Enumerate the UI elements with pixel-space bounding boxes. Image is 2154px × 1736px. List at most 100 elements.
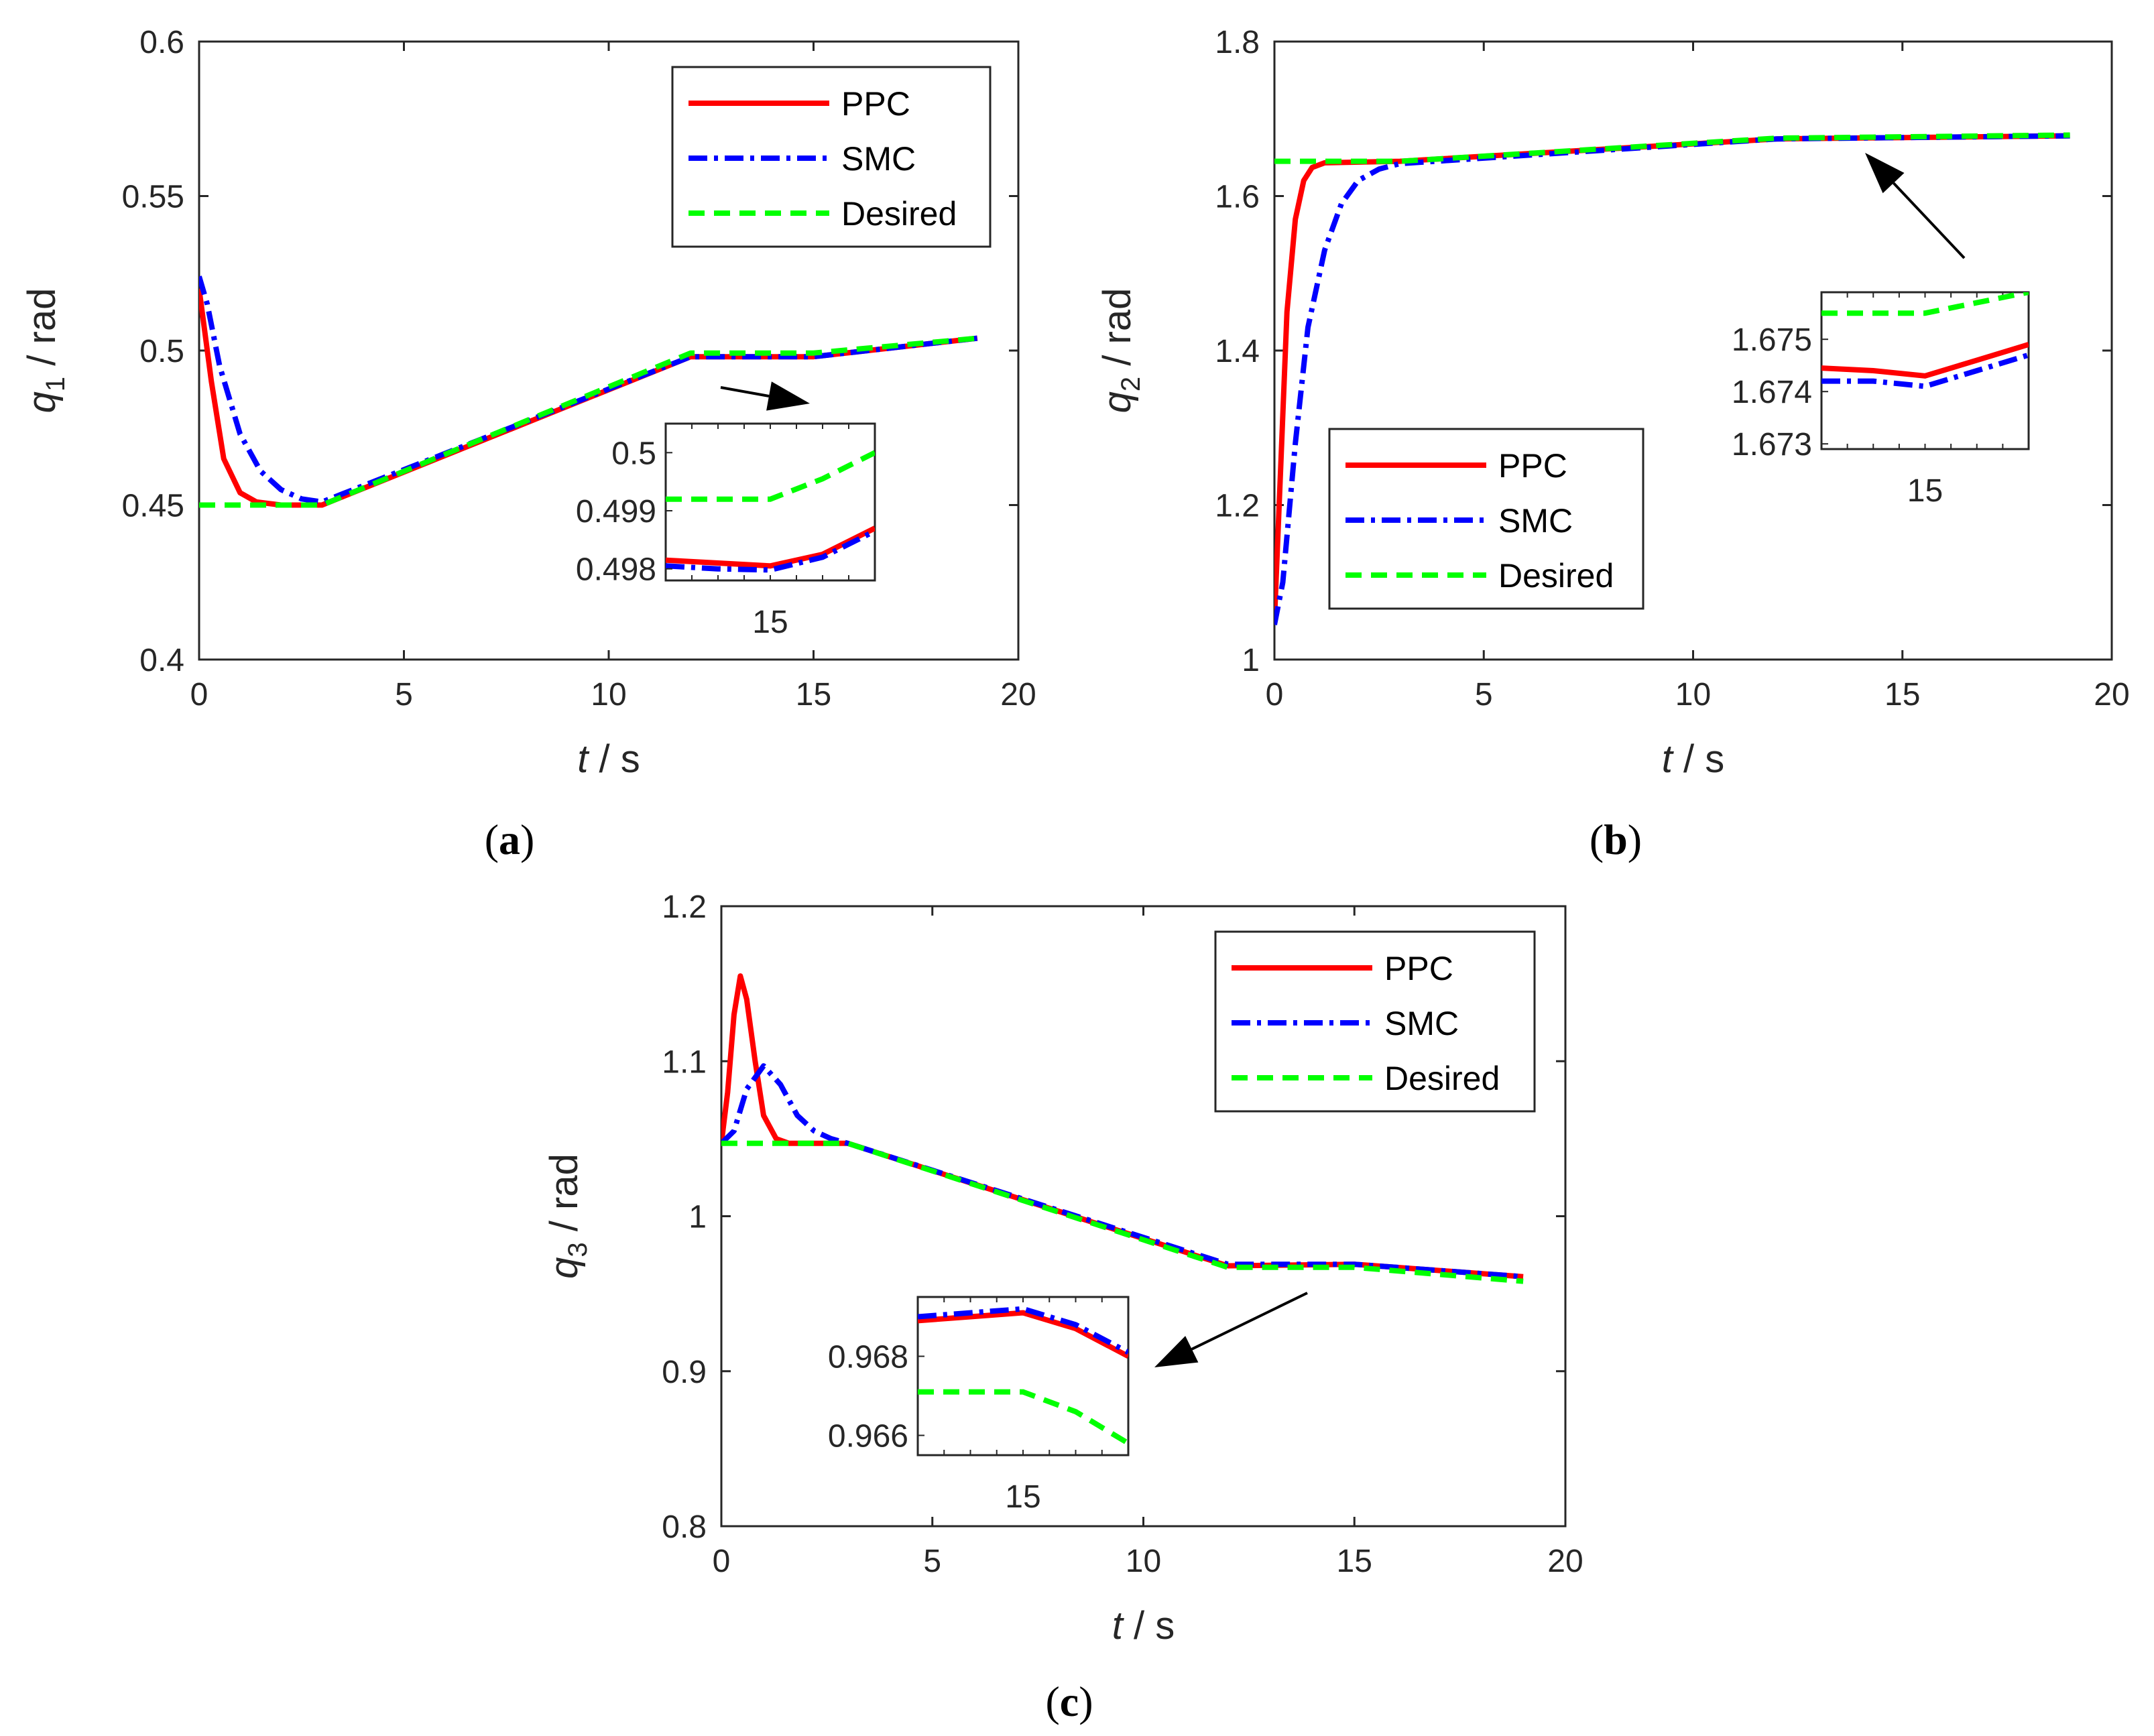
inset-series-ppc [666,525,875,569]
x-tick-label: 5 [923,1544,941,1579]
x-axis-label-unit: / s [1123,1604,1175,1648]
y-tick-label: 1.8 [1215,25,1260,60]
x-tick-label: 20 [1000,677,1036,712]
y-axis-label-subscript: 1 [41,377,70,391]
legend: PPC SMC Desired [1214,930,1536,1113]
y-tick-label: 0.4 [139,643,184,678]
legend-label-ppc: PPC [1384,950,1453,987]
x-axis-label: t / s [1112,1604,1175,1648]
zoom-arrow [720,381,810,411]
arrow-head [1865,153,1905,194]
x-axis-label-var: t [1662,737,1675,781]
x-tick-label: 0 [1266,677,1284,712]
legend: PPC SMC Desired [671,66,992,248]
y-axis-label-var: q [1095,391,1139,413]
y-tick-label: 0.9 [662,1355,707,1390]
inset-series-desired [918,1389,1128,1446]
inset-y-tick-label: 0.968 [828,1340,908,1375]
x-tick-label: 10 [591,677,626,712]
inset-y-tick-label: 0.498 [576,552,656,588]
inset-series-desired [666,450,875,502]
x-tick-label: 5 [395,677,413,712]
x-tick-label: 5 [1475,677,1493,712]
y-tick-label: 0.5 [139,334,184,369]
y-tick-label: 0.6 [139,25,184,60]
zoom-arrow [1154,1292,1308,1367]
inset-y-tick-label: 1.675 [1732,322,1812,358]
y-tick-label: 0.55 [122,180,184,215]
arrow-head [1154,1336,1199,1367]
arrow-head [766,381,810,411]
inset-frame [664,422,876,582]
x-tick-label: 0 [713,1544,731,1579]
caption-open: ( [1590,816,1604,863]
y-axis-label-unit: / rad [1095,288,1139,377]
series-line-desired [1274,132,2070,164]
legend-label-ppc: PPC [1498,447,1567,485]
series-line-desired [721,1140,1524,1284]
x-tick-label: 15 [796,677,831,712]
x-tick-label: 0 [190,677,208,712]
inset-x-tick-label: 15 [1005,1479,1040,1515]
inset: 1.673 1.674 1.675 15 [1732,291,2030,509]
y-axis-label: q1 / rad [20,288,70,414]
x-tick-label: 15 [1884,677,1920,712]
legend-label-smc: SMC [1498,502,1573,540]
legend-label-desired: Desired [841,195,957,233]
y-tick-label: 1 [1242,643,1260,678]
y-axis-label: q3 / rad [542,1154,593,1279]
inset-y-tick-label: 0.499 [576,494,656,530]
caption-close: ) [1079,1678,1093,1725]
y-axis-label-subscript: 2 [1116,377,1146,391]
inset-y-tick-label: 1.674 [1732,375,1812,410]
y-tick-label: 1.2 [662,889,707,925]
x-axis-label: t / s [1662,737,1724,781]
y-tick-label: 0.45 [122,489,184,524]
legend-label-ppc: PPC [841,85,910,123]
inset-series-ppc [918,1310,1128,1359]
inset: 0.966 0.968 15 [828,1296,1130,1515]
caption-close: ) [520,816,534,863]
panel-caption: (a) [485,816,535,863]
caption-open: ( [485,816,499,863]
y-axis-label-unit: / rad [20,288,64,377]
arrow-shaft [1893,182,1966,259]
legend-label-desired: Desired [1498,557,1614,595]
y-axis-label: q2 / rad [1095,288,1146,414]
series-line-smc [199,275,978,505]
x-axis-label-unit: / s [1673,737,1724,781]
y-axis-label-var: q [542,1257,586,1279]
inset-series-ppc [1821,342,2029,379]
y-axis-label-unit: / rad [542,1154,586,1242]
y-tick-label: 1.4 [1215,334,1260,369]
inset-x-tick-label: 15 [752,605,788,640]
series-line-smc [1274,133,2070,625]
x-tick-label: 20 [2094,677,2129,712]
inset-x-tick-label: 15 [1907,473,1943,509]
inset-y-tick-label: 0.5 [611,436,656,471]
x-tick-label: 15 [1337,1544,1372,1579]
inset: 0.498 0.499 0.5 15 [576,422,876,640]
caption-letter: a [499,816,520,863]
zoom-arrow [1865,153,1966,259]
panel-b: 0 5 10 15 20 1 1.2 1.4 1.6 1.8 t / s q2 / rad PPC SMC… [1095,25,2130,863]
legend-label-desired: Desired [1384,1060,1500,1097]
x-axis-label-var: t [577,737,590,781]
caption-open: ( [1045,1678,1059,1725]
panel-caption: (b) [1590,816,1642,863]
series-line-smc [721,1063,1524,1280]
x-tick-label: 10 [1126,1544,1161,1579]
legend: PPC SMC Desired [1328,428,1644,610]
y-tick-label: 0.8 [662,1509,707,1545]
caption-letter: c [1060,1678,1079,1725]
legend-label-smc: SMC [841,140,916,178]
x-axis-label-var: t [1112,1604,1125,1648]
y-axis-label-subscript: 3 [563,1242,593,1257]
x-axis-label: t / s [577,737,640,781]
y-tick-label: 1 [689,1200,707,1235]
arrow-shaft [720,386,770,397]
panel-a: 0 5 10 15 20 0.4 0.45 0.5 0.55 0.6 t / s q1 / rad PP… [20,25,1036,863]
panel-c: 0 5 10 15 20 0.8 0.9 1 1.1 1.2 t / s q3 / rad PPC SMC… [542,889,1583,1725]
arrow-shaft [1191,1292,1308,1351]
